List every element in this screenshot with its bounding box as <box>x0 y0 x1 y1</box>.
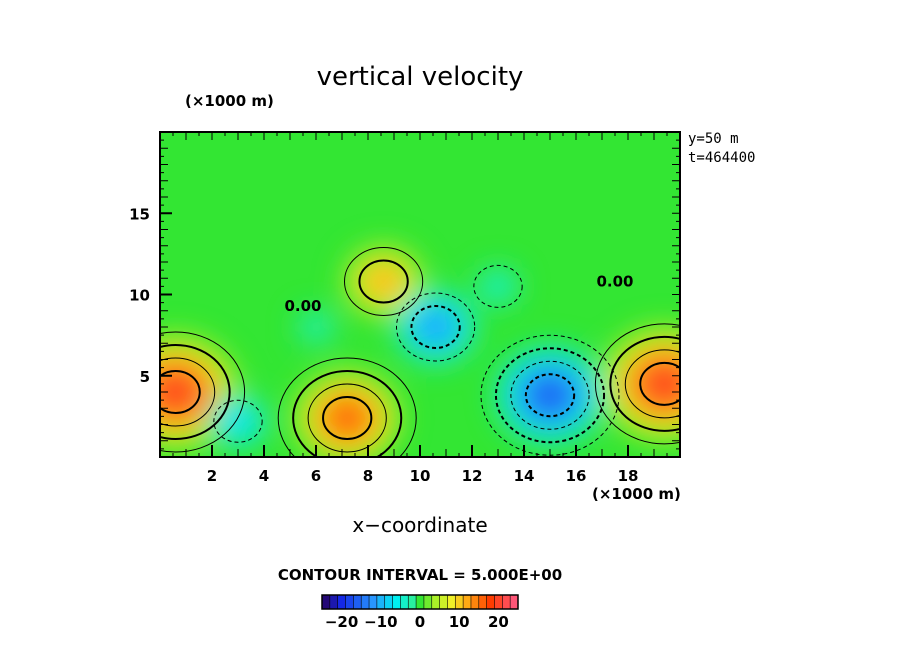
contour-1-4 <box>639 361 680 406</box>
field-blob-4-4 <box>530 377 570 414</box>
colorbar-segment <box>408 595 417 609</box>
x-axis-ticks: 2 4 6 8 10 12 14 16 18 <box>159 132 681 485</box>
colorbar-segment <box>416 595 425 609</box>
x-axis-label: x−coordinate <box>352 513 488 537</box>
contour-3-1 <box>344 247 424 316</box>
colorbar-tick-label: −20 <box>325 613 358 631</box>
y-tick-label: 5 <box>140 368 150 386</box>
field-blob-5-4 <box>418 311 453 343</box>
colorbar-segment <box>439 595 448 609</box>
contour-4-2 <box>494 347 606 444</box>
x-tick-label: 8 <box>363 467 373 485</box>
annotation-height: y=50 m <box>688 131 739 147</box>
colorbar-segment <box>361 595 370 609</box>
x-tick-label: 18 <box>618 467 639 485</box>
colorbar-tick-label: −10 <box>364 613 397 631</box>
y-tick-label: 15 <box>129 205 150 223</box>
field-blob-3-4 <box>366 265 401 298</box>
contour-2-4 <box>322 396 373 440</box>
colorbar-segment <box>353 595 362 609</box>
contour-1-2 <box>609 335 680 432</box>
colorbar-segment <box>455 595 464 609</box>
contour-1-1 <box>594 323 680 445</box>
field-blob-6-4 <box>223 407 253 435</box>
colorbar-segment <box>423 595 433 609</box>
contour-7-1 <box>473 264 523 308</box>
contour-labels: 0.00 0.00 <box>284 272 633 314</box>
colorbar-segment <box>400 595 409 609</box>
contour-0-4 <box>160 370 201 414</box>
colorbar: −20 −10 0 10 20 <box>321 594 519 631</box>
y-tick-label: 10 <box>129 287 150 305</box>
x-tick-label: 6 <box>311 467 321 485</box>
colorbar-segment <box>494 595 503 609</box>
y-axis-ticks: 5 10 15 <box>129 131 680 458</box>
field-blob-0-4 <box>160 372 198 412</box>
colorbar-segment <box>329 595 339 609</box>
colorbar-segment <box>486 595 495 609</box>
field-blob-8-4 <box>303 315 329 339</box>
colorbar-segment <box>392 595 401 609</box>
colorbar-tick-label: 20 <box>488 613 509 631</box>
colorbar-segment <box>510 595 519 609</box>
colorbar-tick-label: 0 <box>415 613 425 631</box>
contour-4-4 <box>524 373 576 418</box>
x-tick-label: 12 <box>462 467 483 485</box>
colorbar-tick-label: 10 <box>449 613 470 631</box>
colorbar-frame <box>321 594 519 610</box>
contour-2-2 <box>292 370 403 457</box>
contour-0-3 <box>160 357 216 427</box>
x-tick-label: 4 <box>259 467 269 485</box>
colorbar-segment <box>376 595 386 609</box>
contour-2-3 <box>307 383 387 453</box>
colorbar-segment <box>478 595 488 609</box>
colorbar-segment <box>431 595 441 609</box>
colorbar-segment <box>369 595 378 609</box>
x-tick-label: 16 <box>566 467 587 485</box>
x-tick-label: 14 <box>514 467 535 485</box>
field-blob-7-4 <box>484 274 512 299</box>
contour-5-1 <box>396 292 476 362</box>
x-tick-label: 2 <box>207 467 217 485</box>
contour-interval-text: CONTOUR INTERVAL = 5.000E+00 <box>277 566 563 584</box>
colorbar-segment <box>470 595 480 609</box>
contour-0-2 <box>160 344 231 440</box>
field-blob-1-4 <box>642 364 680 404</box>
colorbar-segment <box>337 595 347 609</box>
colorbar-segment <box>345 595 354 609</box>
contour-3-2 <box>358 259 409 304</box>
colorbar-segment <box>384 595 394 609</box>
contour-2-1 <box>277 357 417 457</box>
annotation-time: t=464400 <box>688 150 756 166</box>
contour-0-1 <box>160 331 246 453</box>
x-tick-label: 10 <box>410 467 431 485</box>
contour-4-3 <box>510 360 590 430</box>
colorbar-segment <box>463 595 472 609</box>
chart-title: vertical velocity <box>316 62 524 92</box>
x-axis-unit-label: (×1000 m) <box>592 485 681 503</box>
contour-5-2 <box>410 305 461 349</box>
colorbar-segment <box>502 595 511 609</box>
colorbar-segment <box>447 595 456 609</box>
contour-label-1: 0.00 <box>596 272 633 290</box>
contour-label-0: 0.00 <box>284 297 321 315</box>
field-blob-2-4 <box>327 400 368 436</box>
colorbar-segment <box>322 595 331 609</box>
contour-6-1 <box>213 399 263 443</box>
y-axis-unit-label: (×1000 m) <box>185 92 274 110</box>
contour-1-3 <box>624 349 680 419</box>
